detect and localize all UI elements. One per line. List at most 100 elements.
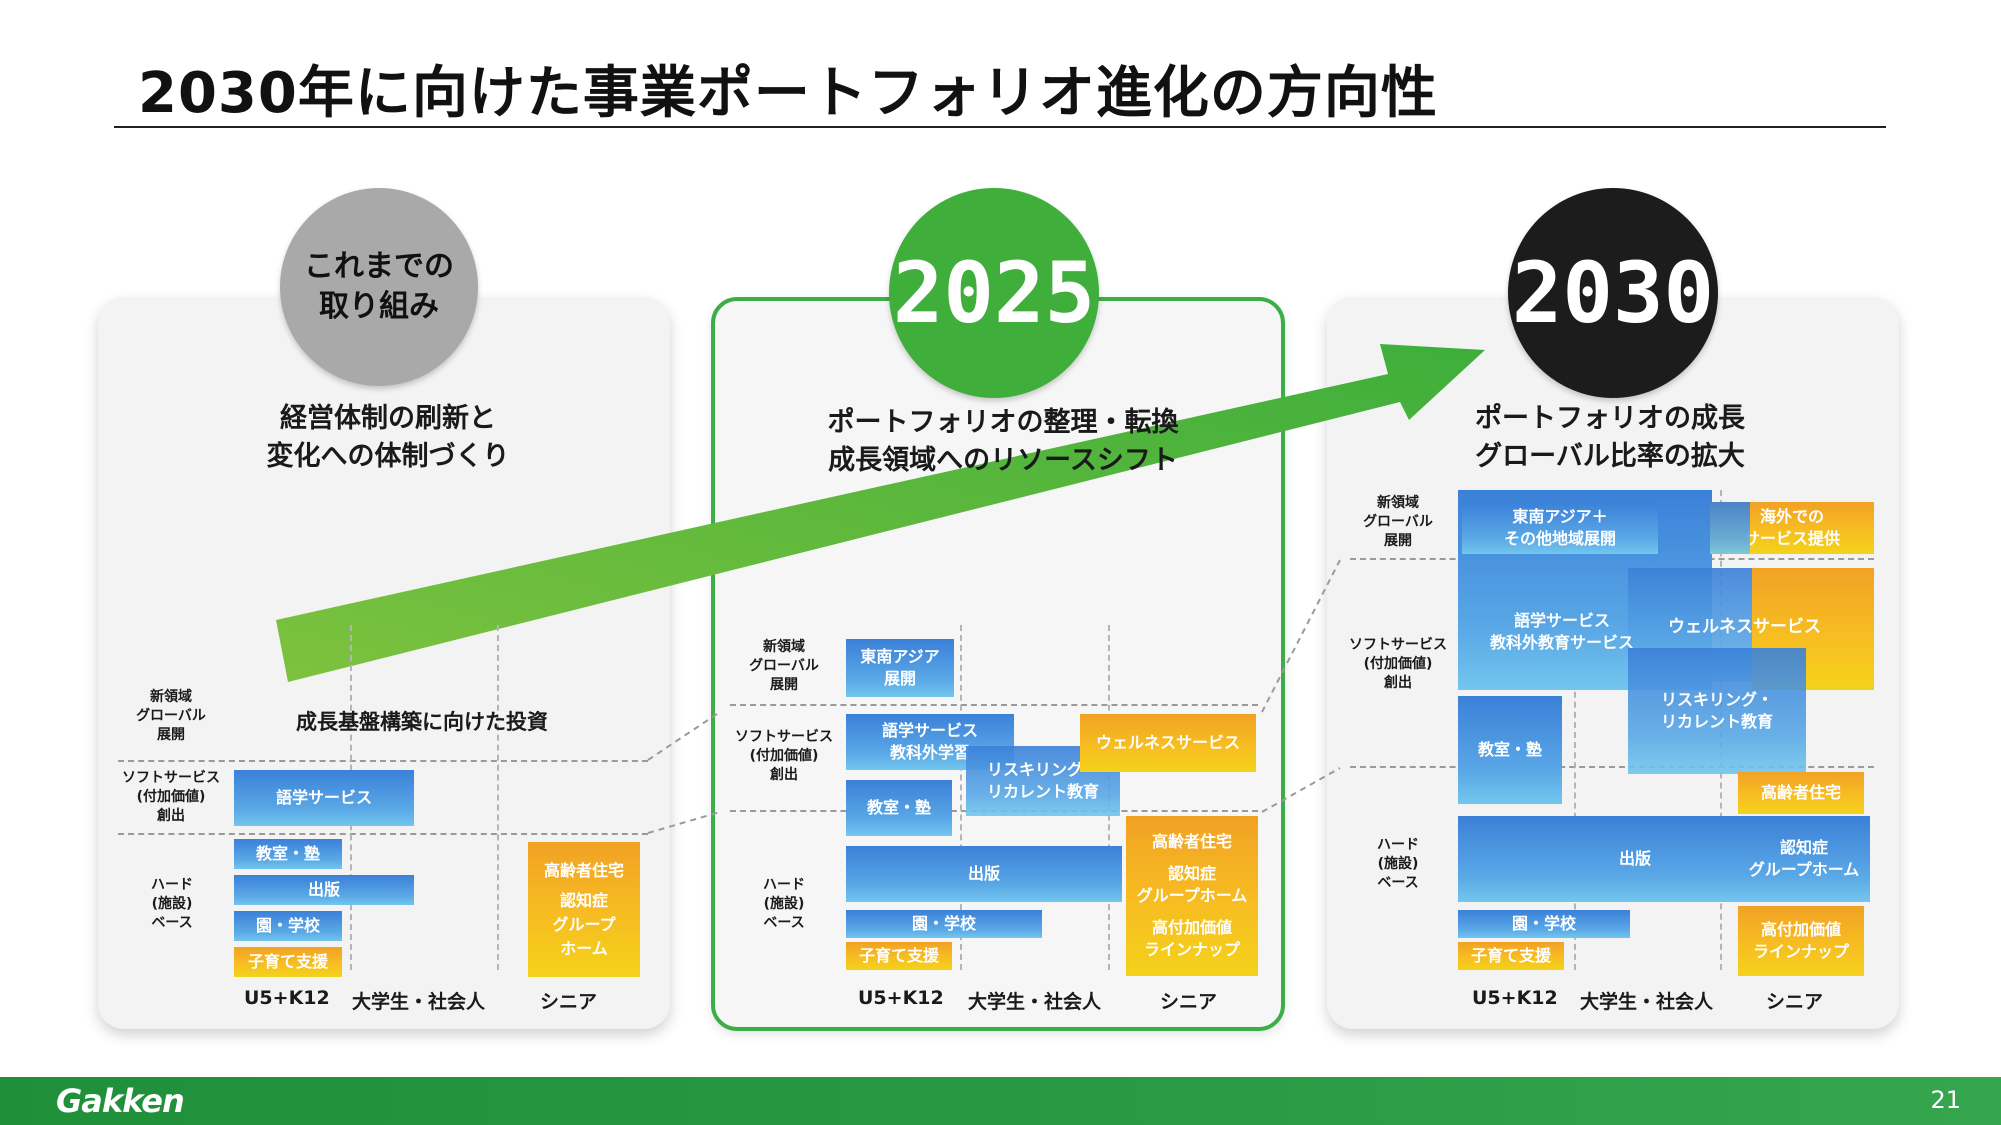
- row-label-text: 展開: [770, 677, 798, 693]
- box-publishing: 出版: [234, 875, 414, 905]
- row-label-text: 展開: [157, 727, 185, 743]
- box-classroom: 教室・塾: [846, 780, 952, 836]
- heading-past-line1: 経営体制の刷新と: [280, 403, 496, 434]
- grid-line: [118, 833, 648, 835]
- paren-open: (: [763, 896, 770, 912]
- badge-2025: 2025: [889, 188, 1099, 398]
- row-label-text: 施設: [158, 896, 186, 912]
- box-text: 高齢者住宅: [543, 860, 624, 880]
- paren-close: ): [812, 748, 819, 764]
- row-label-text: (付加価値): [732, 747, 836, 766]
- box-school: 園・学校: [1458, 910, 1630, 938]
- row-label-text: 付加価値: [143, 789, 199, 805]
- heading-2030: ポートフォリオの成長 グローバル比率の拡大: [1440, 400, 1780, 476]
- box-text: その他地域展開: [1503, 529, 1616, 548]
- row-label-text: (施設): [742, 895, 826, 914]
- box-text: グループホーム: [1748, 860, 1860, 879]
- box-text: リスキリング・: [1660, 690, 1773, 709]
- box-text: サービス提供: [1743, 529, 1840, 548]
- box-reskilling: リスキリング・ リカレント教育: [1628, 648, 1806, 774]
- row-label-text: グローバル: [749, 658, 819, 674]
- box-childcare: 子育て支援: [846, 942, 952, 970]
- box-sea-expansion: 東南アジア 展開: [846, 639, 954, 697]
- paren-open: (: [749, 748, 756, 764]
- heading-past: 経営体制の刷新と 変化への体制づくり: [218, 400, 558, 476]
- col-label-adult: 大学生・社会人: [1580, 991, 1714, 1013]
- box-senior: 高齢者住宅 認知症 グループ ホーム: [528, 842, 640, 977]
- row-label-text: ソフトサービス: [1349, 637, 1447, 653]
- box-text: リカレント教育: [986, 782, 1099, 801]
- paren-close: ): [199, 789, 206, 805]
- paren-close: ): [1426, 656, 1433, 672]
- box-school: 園・学校: [846, 910, 1042, 938]
- row-label-new: 新領域 グローバル 展開: [1352, 494, 1444, 551]
- box-text: 東南アジア＋: [1512, 507, 1608, 526]
- box-publishing: 出版: [846, 846, 1122, 902]
- box-senior: 高齢者住宅 認知症 グループホーム 高付加価値 ラインナップ: [1126, 816, 1258, 976]
- grid-line: [1350, 766, 1874, 768]
- grid-line: [118, 760, 648, 762]
- box-text: ホーム: [560, 938, 608, 958]
- col-label-u5k12: U5+K12: [858, 987, 944, 1009]
- badge-past: これまでの 取り組み: [280, 188, 478, 386]
- paren-close: ): [1412, 856, 1419, 872]
- row-label-text: ソフトサービス: [122, 770, 220, 786]
- heading-2025-line1: ポートフォリオの整理・転換: [827, 407, 1179, 438]
- row-label-text: 施設: [770, 896, 798, 912]
- col-label-senior: シニア: [1766, 991, 1824, 1013]
- badge-past-line1: これまでの: [304, 249, 454, 284]
- box-text: 認知症: [559, 890, 608, 910]
- box-childcare: 子育て支援: [1458, 942, 1564, 970]
- col-label-senior: シニア: [540, 991, 598, 1013]
- investment-label: 成長基盤構築に向けた投資: [296, 710, 548, 734]
- box-classroom: 教室・塾: [1458, 696, 1562, 804]
- row-label-text: 付加価値: [1370, 656, 1426, 672]
- paren-open: (: [136, 789, 143, 805]
- row-label-soft: ソフトサービス (付加価値) 創出: [732, 728, 836, 785]
- gakken-logo: Gakken: [56, 1082, 185, 1120]
- box-language-service: 語学サービス 教科外学習: [846, 714, 1014, 770]
- box-text: 高付加価値: [1760, 920, 1841, 939]
- grid-line: [1574, 490, 1576, 970]
- paren-close: ): [798, 896, 805, 912]
- box-text: 高付加価値: [1151, 918, 1232, 937]
- box-language-service: 語学サービス 教科外教育サービス: [1462, 604, 1662, 660]
- box-text: 海外での: [1759, 507, 1824, 526]
- paren-open: (: [151, 896, 158, 912]
- page-title: 2030年に向けた事業ポートフォリオ進化の方向性: [138, 61, 1438, 126]
- box-text: ラインナップ: [1143, 940, 1240, 959]
- row-label-text: 新領域: [1377, 495, 1419, 511]
- box-text: 東南アジア: [860, 647, 940, 666]
- box-text: リスキリング・: [986, 760, 1099, 779]
- box-text: 教科外教育サービス: [1489, 633, 1634, 652]
- box-text: グループ: [552, 914, 616, 934]
- row-label-soft: ソフトサービス (付加価値) 創出: [1346, 636, 1450, 693]
- row-label-hard: ハード (施設) ベース: [1356, 836, 1440, 893]
- row-label-text: ハード: [151, 877, 193, 893]
- row-label-hard: ハード (施設) ベース: [742, 876, 826, 933]
- row-label-text: 付加価値: [756, 748, 812, 764]
- box-text: 高齢者住宅: [1151, 832, 1232, 851]
- grid-line: [497, 625, 499, 970]
- row-label-text: 新領域: [763, 639, 805, 655]
- badge-2030: 2030: [1508, 188, 1718, 398]
- row-label-text: (施設): [130, 895, 214, 914]
- heading-2025-line2: 成長領域へのリソースシフト: [828, 445, 1178, 476]
- box-wellness: ウェルネスサービス: [1080, 714, 1256, 772]
- box-text: リカレント教育: [1660, 712, 1773, 731]
- box-text: 教科外学習: [889, 743, 970, 762]
- grid-line: [960, 625, 962, 970]
- heading-past-line2: 変化への体制づくり: [266, 441, 510, 472]
- row-label-text: 新領域: [150, 689, 192, 705]
- col-label-adult: 大学生・社会人: [352, 991, 486, 1013]
- footer-bar: [0, 1077, 2001, 1125]
- wellness-label: ウェルネスサービス: [1668, 617, 1821, 637]
- grid-line: [730, 704, 1258, 706]
- row-label-text: ベース: [763, 915, 805, 931]
- col-label-adult: 大学生・社会人: [968, 991, 1102, 1013]
- box-publishing: 出版: [1618, 849, 1651, 868]
- box-value-lineup: 高付加価値 ラインナップ: [1738, 906, 1864, 976]
- box-text: 展開: [883, 669, 916, 688]
- box-text: グループホーム: [1136, 886, 1248, 905]
- row-label-text: ハード: [763, 877, 805, 893]
